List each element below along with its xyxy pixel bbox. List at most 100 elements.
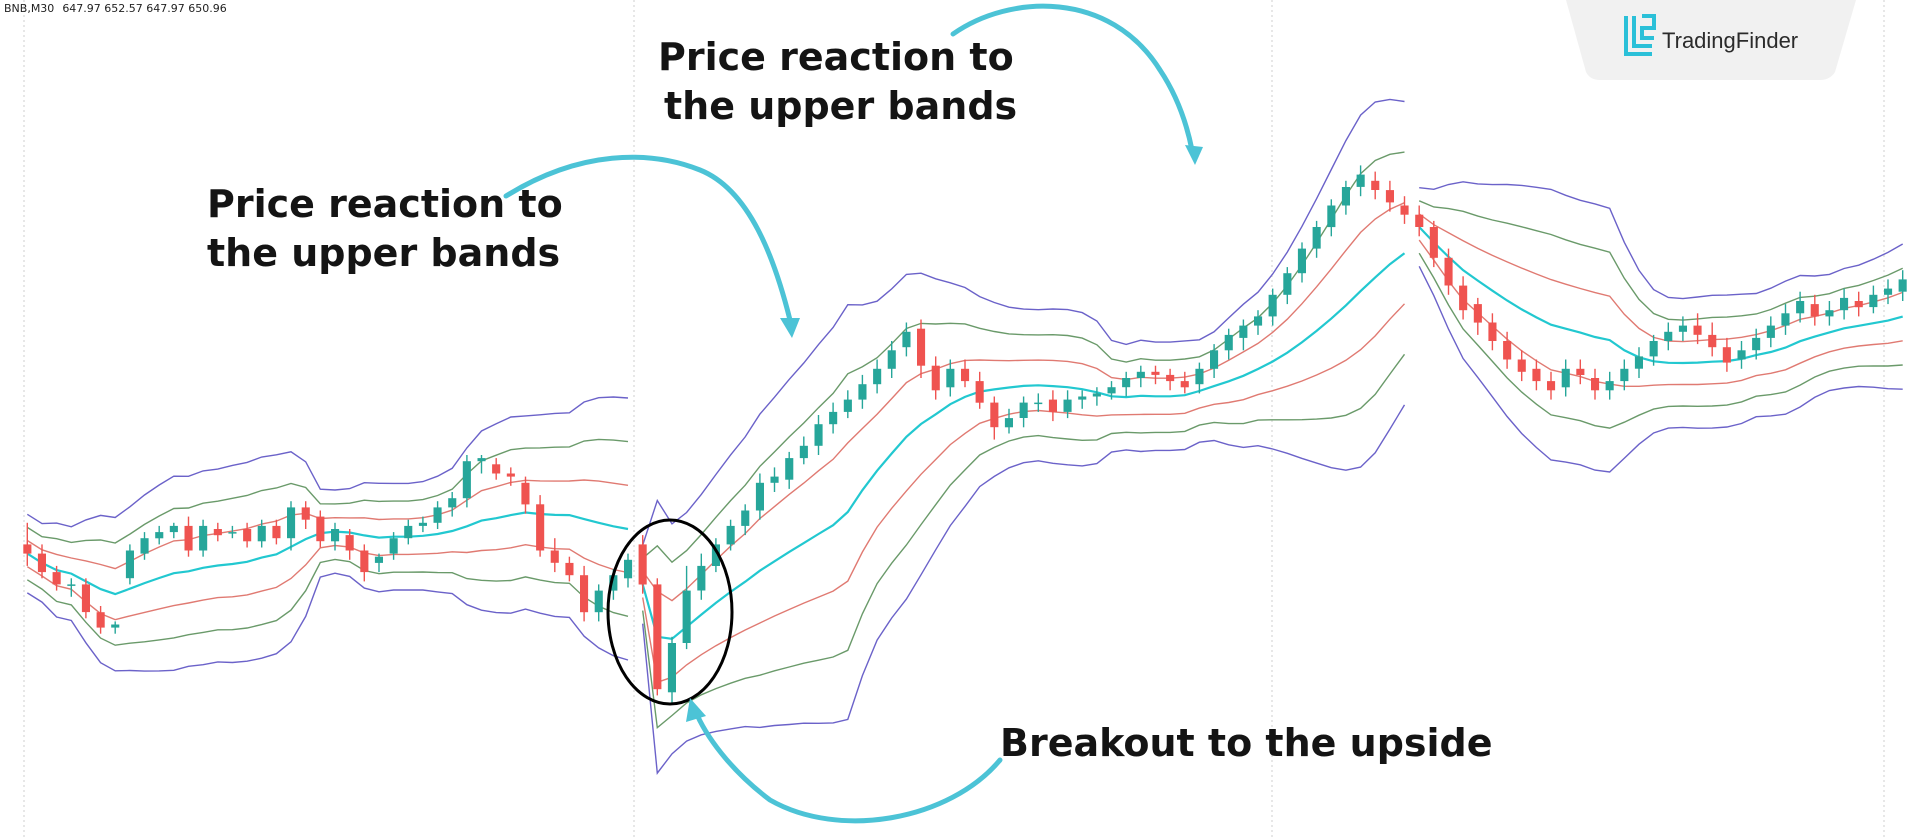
candle-bullish bbox=[1122, 371, 1131, 397]
candle-body bbox=[711, 544, 720, 566]
candle-body bbox=[1737, 350, 1746, 360]
candle-bullish bbox=[404, 519, 413, 545]
candle-body bbox=[1224, 334, 1233, 351]
candle-body bbox=[301, 507, 310, 520]
candle-body bbox=[389, 538, 398, 554]
candle-body bbox=[345, 535, 354, 551]
candle-body bbox=[462, 461, 471, 499]
candle-body bbox=[975, 381, 984, 403]
candle-bullish bbox=[1063, 390, 1072, 419]
band-1-lower-line bbox=[1418, 239, 1903, 387]
annotation-top-center-line2: the upper bands bbox=[664, 84, 1017, 128]
candle-bullish bbox=[1649, 334, 1658, 366]
candle-body bbox=[1210, 350, 1219, 369]
candle-bullish bbox=[155, 525, 164, 545]
candle-body bbox=[506, 473, 515, 477]
candle-body bbox=[1561, 368, 1570, 388]
candle-bearish bbox=[184, 516, 193, 557]
candle-body bbox=[990, 402, 999, 428]
candle-body bbox=[1371, 180, 1380, 190]
annotation-top-left-line1: Price reaction to bbox=[207, 182, 563, 226]
candle-bullish bbox=[169, 522, 178, 539]
candle-body bbox=[1517, 359, 1526, 372]
band-3-upper-line bbox=[642, 98, 1405, 546]
candle-body bbox=[316, 516, 325, 542]
candle-bullish bbox=[462, 455, 471, 508]
candle-body bbox=[873, 368, 882, 385]
annotation-arrows bbox=[503, 3, 1195, 824]
candle-bullish bbox=[1752, 328, 1761, 360]
candle-bullish bbox=[389, 532, 398, 560]
candle-bearish bbox=[506, 467, 515, 486]
candle-body bbox=[917, 328, 926, 366]
candle-bearish bbox=[536, 495, 545, 557]
candle-bullish bbox=[1092, 387, 1101, 406]
candle-body bbox=[1312, 227, 1321, 249]
candle-bullish bbox=[140, 532, 149, 560]
arrow-bottom-curve bbox=[692, 707, 1003, 824]
candle-body bbox=[1825, 310, 1834, 317]
candle-bullish bbox=[125, 544, 134, 585]
candle-bullish bbox=[1825, 301, 1834, 326]
candle-body bbox=[1634, 356, 1643, 369]
candle-bullish bbox=[726, 519, 735, 551]
candle-body bbox=[1327, 205, 1336, 228]
candle-body bbox=[609, 575, 618, 591]
candle-bearish bbox=[1708, 322, 1717, 357]
candle-bearish bbox=[1385, 180, 1394, 212]
candle-body bbox=[1268, 294, 1277, 317]
candle-body bbox=[1180, 381, 1189, 388]
candle-body bbox=[184, 525, 193, 551]
candle-bullish bbox=[433, 501, 442, 529]
candle-bullish bbox=[829, 402, 838, 434]
candle-body bbox=[1708, 334, 1717, 348]
candle-bearish bbox=[550, 538, 559, 573]
candle-bullish bbox=[1781, 304, 1790, 335]
candle-body bbox=[1107, 387, 1116, 394]
annotation-top-left-line2: the upper bands bbox=[207, 231, 560, 275]
candle-body bbox=[1766, 325, 1775, 338]
candle-body bbox=[1122, 378, 1131, 388]
candle-body bbox=[81, 584, 90, 613]
candle-body bbox=[272, 525, 281, 539]
arrow-top-center-curve bbox=[950, 3, 1195, 153]
candle-bearish bbox=[1400, 196, 1409, 224]
candle-body bbox=[1254, 316, 1263, 326]
candle-body bbox=[1620, 368, 1629, 382]
candle-bearish bbox=[1048, 390, 1057, 422]
candle-bearish bbox=[243, 522, 252, 548]
candle-body bbox=[1415, 214, 1424, 227]
band-basis-line bbox=[26, 511, 629, 596]
candle-body bbox=[1840, 297, 1849, 311]
candle-body bbox=[1547, 381, 1556, 391]
candle-body bbox=[770, 476, 779, 483]
candle-bearish bbox=[931, 356, 940, 400]
candle-bearish bbox=[96, 606, 105, 634]
candle-body bbox=[1664, 331, 1673, 341]
candle-bearish bbox=[565, 556, 574, 582]
candle-body bbox=[1678, 325, 1687, 332]
logo-background bbox=[1566, 0, 1856, 80]
candle-bearish bbox=[360, 544, 369, 582]
candle-body bbox=[37, 553, 46, 573]
candle-body bbox=[887, 350, 896, 369]
candle-bullish bbox=[1605, 371, 1614, 400]
candle-body bbox=[682, 590, 691, 643]
candle-bullish bbox=[946, 359, 955, 397]
arrow-top-left-curve bbox=[503, 154, 793, 323]
candle-bullish bbox=[814, 415, 823, 455]
band-2-lower-line bbox=[642, 353, 1406, 730]
candle-bearish bbox=[52, 565, 61, 591]
candle-body bbox=[829, 411, 838, 425]
candle-bullish bbox=[257, 519, 266, 548]
candle-bullish bbox=[1327, 199, 1336, 237]
candle-bearish bbox=[81, 578, 90, 619]
candle-bearish bbox=[1503, 331, 1512, 369]
candle-bearish bbox=[23, 522, 32, 566]
candle-bullish bbox=[1268, 288, 1277, 326]
candle-body bbox=[404, 525, 413, 539]
candle-body bbox=[1356, 174, 1365, 187]
candle-body bbox=[521, 482, 530, 505]
candle-body bbox=[1239, 325, 1248, 338]
